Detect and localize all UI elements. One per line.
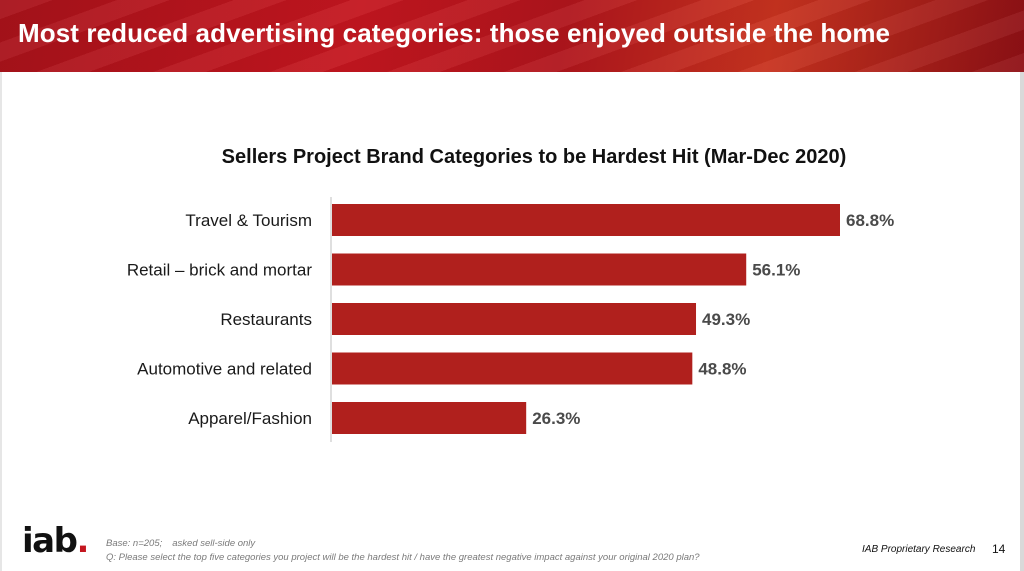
footnote-base-prefix: Base: n=205; (106, 538, 163, 549)
bar (332, 402, 527, 434)
bar (332, 352, 693, 385)
data-label: 48.8% (698, 360, 746, 379)
category-label: Automotive and related (137, 360, 312, 379)
chart-title: Sellers Project Brand Categories to be H… (221, 146, 847, 168)
data-label: 68.8% (846, 211, 894, 230)
bar (332, 253, 747, 286)
left-edge-divider (0, 72, 2, 571)
category-label: Travel & Tourism (185, 211, 312, 230)
right-edge-divider (1020, 72, 1024, 571)
iab-logo: iab. (22, 521, 89, 561)
footnote-base: Base: n=205; asked sell-side only (106, 538, 255, 549)
logo-text: iab (22, 521, 78, 561)
header-band (0, 0, 1024, 72)
bar (332, 204, 840, 236)
data-label: 56.1% (752, 261, 800, 280)
category-label: Apparel/Fashion (188, 409, 312, 428)
footnote-base-suffix: asked sell-side only (172, 538, 256, 549)
bar (332, 303, 697, 335)
category-label: Retail – brick and mortar (127, 261, 313, 280)
logo-dot: . (76, 521, 89, 561)
data-label: 26.3% (532, 409, 580, 428)
slide-title: Most reduced advertising categories: tho… (18, 18, 891, 48)
page-number: 14 (992, 542, 1006, 556)
category-label: Restaurants (220, 310, 312, 329)
data-label: 49.3% (702, 310, 750, 329)
footnote-question: Q: Please select the top five categories… (106, 552, 700, 563)
brand-note: IAB Proprietary Research (862, 544, 976, 555)
